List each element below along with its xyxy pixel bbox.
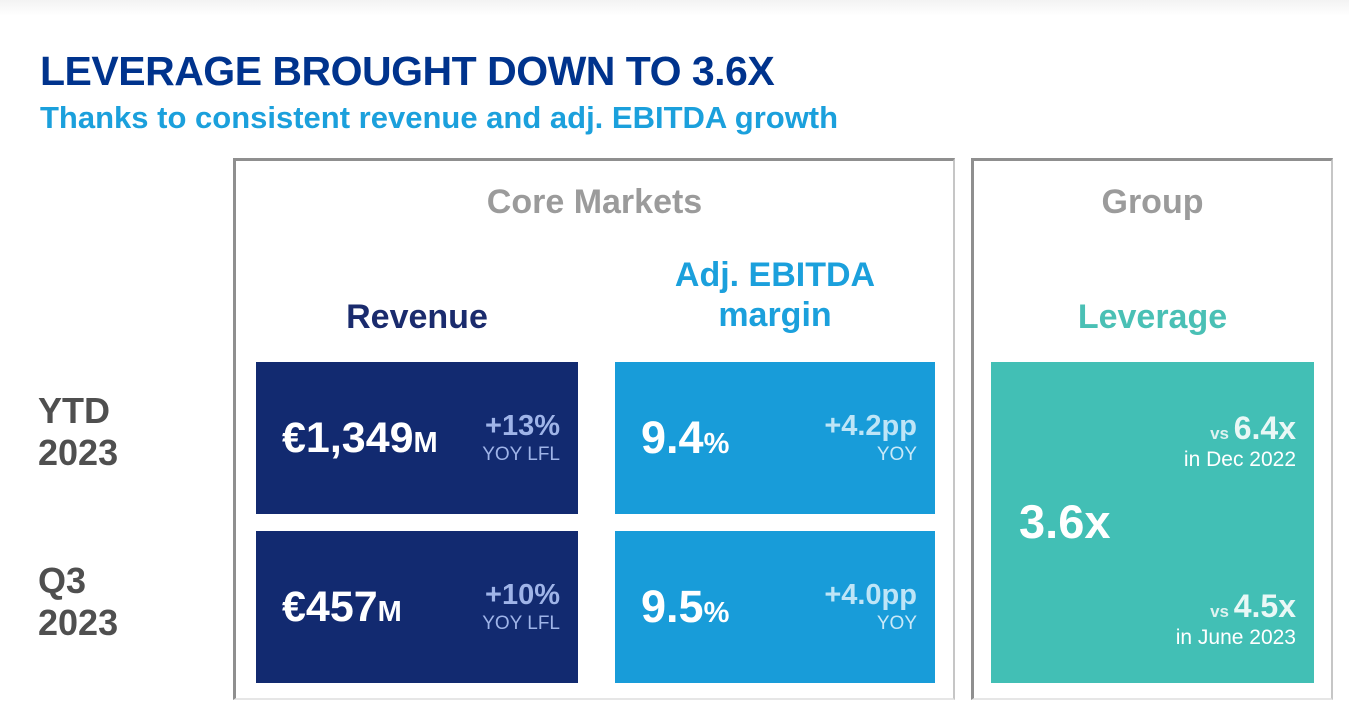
ebitda-ytd-unit: % bbox=[703, 428, 730, 460]
row-label-ytd-line1: YTD bbox=[38, 390, 110, 431]
revenue-ytd-box: €1,349M +13% YOY LFL bbox=[256, 362, 578, 514]
revenue-q3-delta-block: +10% YOY LFL bbox=[482, 578, 560, 635]
ebitda-q3-value: 9.5% bbox=[641, 581, 729, 633]
row-label-q3-2023: Q3 2023 bbox=[38, 560, 118, 644]
ebitda-q3-box: 9.5% +4.0pp YOY bbox=[615, 531, 935, 683]
top-fade-band bbox=[0, 0, 1349, 16]
row-label-ytd-line2: 2023 bbox=[38, 432, 119, 473]
revenue-column-header: Revenue bbox=[346, 298, 488, 336]
ebitda-q3-amount: 9.5 bbox=[641, 581, 704, 632]
leverage-comp1-prefix: vs bbox=[1210, 424, 1234, 443]
leverage-box: vs 6.4x in Dec 2022 3.6x vs 4.5x in June… bbox=[991, 362, 1314, 683]
revenue-ytd-delta-note: YOY LFL bbox=[482, 443, 560, 465]
leverage-comp2-period: in June 2023 bbox=[1175, 625, 1296, 649]
revenue-q3-amount: €457 bbox=[282, 582, 378, 631]
core-markets-panel-title: Core Markets bbox=[486, 183, 703, 221]
revenue-q3-box: €457M +10% YOY LFL bbox=[256, 531, 578, 683]
ebitda-ytd-delta: +4.2pp bbox=[824, 409, 917, 442]
ebitda-margin-column-header: Adj. EBITDA margin bbox=[615, 255, 935, 335]
ebitda-header-line1: Adj. EBITDA bbox=[674, 256, 876, 294]
revenue-q3-delta: +10% bbox=[485, 578, 560, 611]
ebitda-q3-delta-block: +4.0pp YOY bbox=[824, 578, 917, 635]
ebitda-ytd-box: 9.4% +4.2pp YOY bbox=[615, 362, 935, 514]
revenue-ytd-amount: €1,349 bbox=[282, 413, 414, 462]
revenue-ytd-delta: +13% bbox=[485, 409, 560, 442]
leverage-column-header: Leverage bbox=[1077, 298, 1228, 336]
leverage-comp2-prefix: vs bbox=[1210, 602, 1234, 621]
row-label-q3-line1: Q3 bbox=[38, 560, 87, 601]
revenue-q3-value: €457M bbox=[282, 583, 402, 632]
leverage-comp2-value: 4.5x bbox=[1233, 588, 1296, 624]
group-panel-title: Group bbox=[1101, 183, 1204, 221]
slide-title: LEVERAGE BROUGHT DOWN TO 3.6X bbox=[40, 48, 775, 95]
ebitda-ytd-value: 9.4% bbox=[641, 412, 729, 464]
leverage-comp1-period: in Dec 2022 bbox=[1183, 447, 1296, 471]
revenue-q3-unit: M bbox=[377, 595, 402, 628]
leverage-comparison-dec-2022: vs 6.4x in Dec 2022 bbox=[1184, 410, 1296, 472]
group-panel: Group Leverage vs 6.4x in Dec 2022 3.6x … bbox=[971, 158, 1333, 700]
revenue-ytd-value: €1,349M bbox=[282, 414, 438, 463]
ebitda-q3-delta: +4.0pp bbox=[824, 578, 917, 611]
row-label-q3-line2: 2023 bbox=[38, 602, 119, 643]
leverage-comp1-value: 6.4x bbox=[1233, 410, 1296, 446]
core-markets-panel: Core Markets Revenue Adj. EBITDA margin … bbox=[233, 158, 955, 700]
leverage-comparison-june-2023: vs 4.5x in June 2023 bbox=[1176, 588, 1296, 650]
ebitda-q3-unit: % bbox=[703, 597, 730, 629]
revenue-q3-delta-note: YOY LFL bbox=[482, 612, 560, 634]
revenue-ytd-delta-block: +13% YOY LFL bbox=[482, 409, 560, 466]
ebitda-ytd-delta-block: +4.2pp YOY bbox=[824, 409, 917, 466]
leverage-current-value: 3.6x bbox=[1019, 495, 1111, 548]
revenue-ytd-unit: M bbox=[413, 426, 438, 459]
row-label-ytd-2023: YTD 2023 bbox=[38, 390, 118, 474]
ebitda-q3-delta-note: YOY bbox=[876, 612, 917, 634]
slide-subtitle: Thanks to consistent revenue and adj. EB… bbox=[40, 99, 839, 135]
ebitda-ytd-delta-note: YOY bbox=[876, 443, 917, 465]
ebitda-ytd-amount: 9.4 bbox=[641, 412, 704, 463]
ebitda-header-line2: margin bbox=[718, 296, 832, 334]
